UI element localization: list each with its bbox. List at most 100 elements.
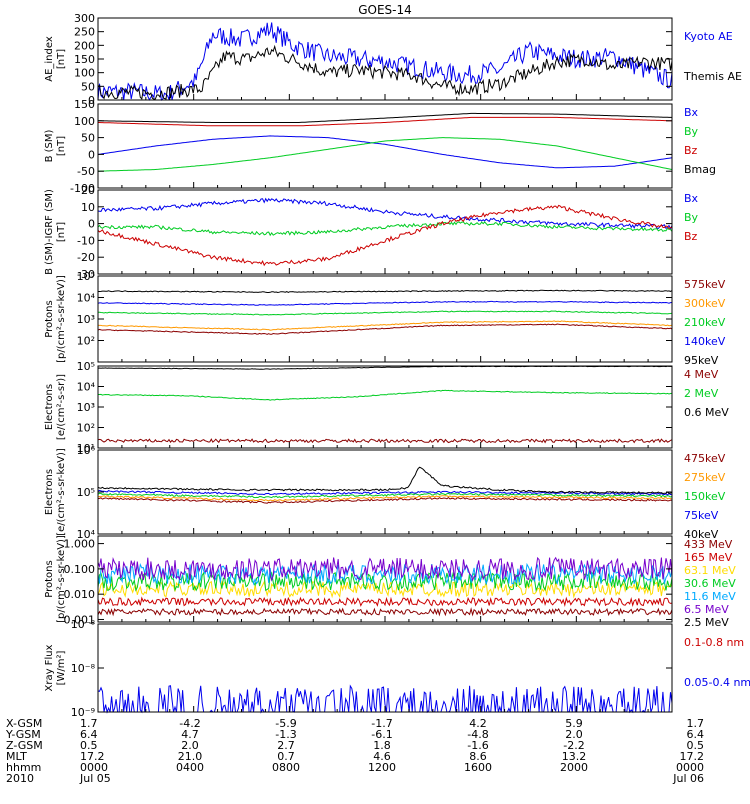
ephem-value-0-5: 5.9	[565, 717, 583, 730]
legend-bigrf-1: By	[684, 211, 699, 224]
ytick-label-bigrf-4: -20	[77, 251, 95, 264]
ylabel-protons-0: Protons	[44, 300, 55, 337]
ephem-label-0: X-GSM	[6, 717, 42, 730]
ytick-label-protons2-4: 0.001	[64, 613, 96, 626]
ytick-label-ae-3: 150	[74, 53, 95, 66]
series-protons2-4	[97, 562, 673, 586]
ephem-value-4-2: 0800	[272, 761, 300, 774]
ephem-value-0-6: 1.7	[687, 717, 705, 730]
series-bsm-1	[98, 137, 673, 172]
ephem-value-3-6: 17.2	[680, 750, 705, 763]
legend-bigrf-0: Bx	[684, 192, 699, 205]
ytick-label-xray-2: 10⁻⁸	[71, 662, 96, 675]
series-protons2-0	[97, 607, 673, 617]
legend-protons-0: 575keV	[684, 278, 726, 291]
ytick-label-xray-0: 10⁻⁸	[71, 618, 96, 631]
ephem-label-4: hhmm	[6, 761, 41, 774]
legend-ae-1: Themis AE	[683, 70, 742, 83]
legend-bigrf-2: Bz	[684, 230, 698, 243]
ylabel-ae-0: AE_index	[44, 36, 55, 82]
ephem-label-3: MLT	[6, 750, 27, 763]
ytick-label-bsm-1: 100	[74, 115, 95, 128]
ylabel-bigrf-1: [nT]	[56, 222, 67, 242]
legend-protons2-1: 165 MeV	[684, 551, 733, 564]
ephem-value-2-6: 0.5	[687, 739, 705, 752]
legend-ae-0: Kyoto AE	[684, 30, 733, 43]
legend-protons-1: 300keV	[684, 297, 726, 310]
ephem-value-1-6: 6.4	[687, 728, 705, 741]
ephem-value-3-4: 8.6	[469, 750, 487, 763]
ephemeris-table: X-GSM 1.7 -4.2 -5.9 -1.7 4.2 5.9 1.7 Y-GSM 6.4 4.7…	[5, 717, 704, 785]
ylabel-electrons1-0: Electrons	[44, 384, 55, 430]
panel-protons: 10⁵ 10⁴ 10³ 10² Protons [p/(cm²-s-sr-keV)] 575…	[44, 270, 726, 367]
plot-title: GOES-14	[358, 3, 412, 17]
ytick-label-electrons1-1: 10⁴	[77, 381, 96, 394]
ytick-label-ae-2: 200	[74, 39, 95, 52]
panel-frame-protons2	[97, 535, 673, 623]
ephem-value-4-6: 0000	[676, 761, 704, 774]
ylabel-protons-1: [p/(cm²-s-sr-keV)]	[56, 275, 67, 363]
ylabel-protons2-1: [p/(cm²-s-sr-keV)]	[56, 535, 67, 623]
ephem-value-5-6: Jul 06	[672, 772, 704, 785]
ephem-value-0-1: -4.2	[179, 717, 200, 730]
ytick-label-protons2-0: 1.000	[64, 538, 96, 551]
ytick-label-bsm-5: -100	[70, 182, 95, 195]
series-bigrf-2	[97, 204, 673, 267]
ytick-label-protons-2: 10³	[77, 313, 95, 326]
ytick-label-bsm-2: 50	[81, 132, 95, 145]
legend-protons-3: 140keV	[684, 335, 726, 348]
ylabel-protons2-0: Protons	[44, 560, 55, 597]
panel-xray: 10⁻⁸ 10⁻⁸ 10⁻⁹ Xray Flux [W/m²] 0.1-0.8 nm 0.0…	[44, 618, 750, 719]
series-electrons2-3	[97, 489, 673, 496]
legend-xray-1: 0.05-0.4 nm	[684, 676, 750, 689]
ytick-label-bigrf-5: -30	[77, 268, 95, 281]
ylabel-xray-0: Xray Flux	[44, 644, 55, 691]
ytick-label-bigrf-3: -10	[77, 234, 95, 247]
ephem-value-0-3: -1.7	[371, 717, 392, 730]
ytick-label-protons-3: 10²	[77, 335, 95, 348]
ytick-label-electrons2-0: 10⁶	[77, 444, 96, 457]
ytick-label-bigrf-1: 10	[81, 201, 95, 214]
panel-frame-bigrf	[97, 189, 673, 275]
ylabel-bsm-1: [nT]	[56, 136, 67, 156]
ephem-label-2: Z-GSM	[6, 739, 43, 752]
ytick-label-bsm-0: 150	[74, 98, 95, 111]
ephem-label-1: Y-GSM	[5, 728, 41, 741]
ephem-value-2-5: -2.2	[563, 739, 584, 752]
series-bsm-0	[97, 135, 673, 169]
ephem-value-1-4: -4.8	[467, 728, 488, 741]
series-protons2-3	[97, 571, 673, 593]
series-protons2-2	[97, 579, 673, 599]
legend-protons2-5: 6.5 MeV	[684, 603, 729, 616]
series-ae-1	[97, 44, 673, 100]
ephem-value-2-4: -1.6	[467, 739, 488, 752]
legend-electrons2-2: 150keV	[684, 490, 726, 503]
ylabel-electrons1-1: [e/(cm²-s-sr)]	[56, 374, 67, 440]
ylabel-electrons2-0: Electrons	[44, 469, 55, 515]
ephem-value-2-0: 0.5	[80, 739, 98, 752]
ephem-value-2-3: 1.8	[373, 739, 391, 752]
legend-protons2-2: 63.1 MeV	[684, 564, 736, 577]
series-bigrf-0	[97, 197, 673, 230]
ephem-value-4-1: 0400	[176, 761, 204, 774]
ylabel-ae-1: [nT]	[56, 49, 67, 69]
ytick-label-protons2-2: 0.100	[64, 563, 96, 576]
series-protons-2	[98, 310, 673, 316]
ytick-label-electrons2-2: 10⁴	[77, 528, 96, 541]
ylabel-xray-1: [W/m²]	[56, 650, 67, 685]
ylabel-electrons2-1: [e/(cm²-s-sr-keV)]	[56, 448, 67, 536]
panel-frame-electrons1	[97, 365, 673, 449]
legend-electrons2-1: 275keV	[684, 471, 726, 484]
legend-protons-4: 95keV	[684, 354, 719, 367]
panel-electrons2: 10⁶ 10⁵ 10⁴ Electrons [e/(cm²-s-sr-keV)] 475k…	[44, 444, 726, 541]
ephem-value-4-5: 2000	[560, 761, 588, 774]
series-electrons2-1	[97, 494, 673, 502]
legend-protons2-6: 2.5 MeV	[684, 616, 729, 629]
series-protons-3	[97, 300, 673, 306]
panel-electrons1: 10⁵ 10⁴ 10³ 10² 10¹ Electrons [e/(cm²-s-sr)] 4 …	[44, 360, 729, 455]
series-electrons2-4	[97, 466, 673, 495]
ephem-value-2-2: 2.7	[277, 739, 295, 752]
ephem-value-1-3: -6.1	[371, 728, 392, 741]
